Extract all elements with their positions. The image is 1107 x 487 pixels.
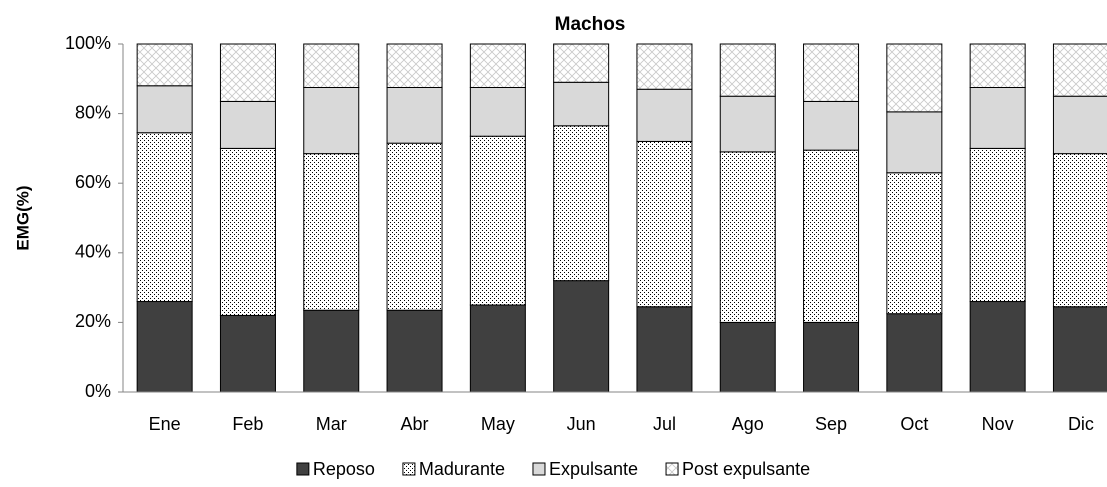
x-tick-label: May: [481, 414, 515, 434]
x-tick-label: Ene: [149, 414, 181, 434]
bar-segment: [136, 301, 193, 393]
legend-swatch: [402, 462, 416, 476]
x-tick-label: Feb: [232, 414, 263, 434]
bar-segment: [886, 313, 943, 393]
bar-segment: [553, 280, 610, 393]
bar-segment: [1052, 153, 1107, 308]
bar-segment: [386, 142, 443, 311]
bar-segment: [219, 100, 276, 149]
bar-segment: [303, 153, 360, 311]
legend-swatch: [665, 462, 679, 476]
bar-segment: [136, 43, 193, 87]
bar-segment: [719, 43, 776, 97]
bar-segment: [719, 321, 776, 393]
bar-segment: [636, 140, 693, 308]
x-tick-label: Oct: [900, 414, 928, 434]
bar-segment: [303, 87, 360, 155]
bar-segment: [803, 149, 860, 323]
y-tick-label: 20%: [75, 311, 111, 331]
bar-segment: [553, 125, 610, 282]
bar-segment: [469, 304, 526, 393]
bar-segment: [1052, 95, 1107, 155]
x-tick-label: Abr: [401, 414, 429, 434]
y-tick-label: 60%: [75, 172, 111, 192]
bar-segment: [303, 309, 360, 393]
bar-segment: [636, 306, 693, 393]
bar-segment: [803, 43, 860, 102]
bar-segment: [803, 321, 860, 393]
bar-segment: [219, 314, 276, 393]
bar-segment: [386, 87, 443, 144]
y-tick-label: 100%: [65, 33, 111, 53]
x-tick-label: Sep: [815, 414, 847, 434]
y-tick-label: 80%: [75, 102, 111, 122]
bar-segment: [969, 43, 1026, 88]
bar-segment: [469, 87, 526, 137]
legend-label: Expulsante: [549, 459, 638, 479]
bar-segment: [886, 172, 943, 315]
bar-segment: [886, 111, 943, 174]
bar-segment: [136, 85, 193, 134]
bar-segment: [719, 151, 776, 323]
bar-segment: [469, 43, 526, 88]
y-tick-label: 0%: [85, 381, 111, 401]
bar-segment: [1052, 43, 1107, 97]
bar-segment: [969, 87, 1026, 149]
bar-segment: [636, 43, 693, 90]
x-tick-label: Mar: [316, 414, 347, 434]
x-tick-label: Jul: [653, 414, 676, 434]
bar-segment: [303, 43, 360, 88]
bar-segment: [636, 88, 693, 142]
x-tick-label: Nov: [982, 414, 1014, 434]
legend-label: Reposo: [313, 459, 375, 479]
legend-label: Madurante: [419, 459, 505, 479]
chart-title: Machos: [555, 14, 626, 35]
legend-label: Post expulsante: [682, 459, 810, 479]
bar-segment: [803, 100, 860, 151]
bar-segment: [219, 147, 276, 316]
bar-segment: [386, 43, 443, 88]
bar-segment: [719, 95, 776, 153]
legend-swatch: [532, 462, 546, 476]
legend-swatch: [296, 462, 310, 476]
bar-segment: [1052, 306, 1107, 393]
bar-segment: [386, 309, 443, 393]
bar-segment: [969, 301, 1026, 393]
bar-segment: [219, 43, 276, 102]
y-tick-label: 40%: [75, 242, 111, 262]
bar-segment: [969, 147, 1026, 303]
x-tick-label: Dic: [1068, 414, 1094, 434]
bar-segment: [553, 81, 610, 127]
bar-segment: [469, 135, 526, 306]
bar-segment: [136, 132, 193, 303]
bar-segment: [553, 43, 610, 83]
x-tick-label: Ago: [732, 414, 764, 434]
y-axis-label: EMG(%): [13, 185, 32, 250]
x-tick-label: Jun: [567, 414, 596, 434]
bar-segment: [886, 43, 943, 113]
